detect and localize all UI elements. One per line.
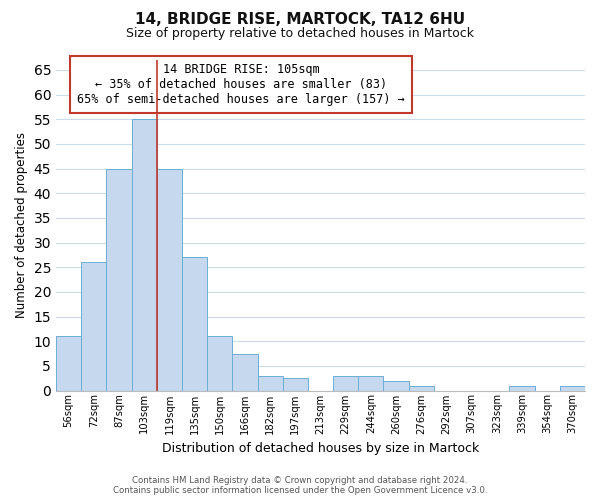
Text: 14, BRIDGE RISE, MARTOCK, TA12 6HU: 14, BRIDGE RISE, MARTOCK, TA12 6HU <box>135 12 465 28</box>
Bar <box>157 168 182 390</box>
Bar <box>81 262 106 390</box>
Bar <box>409 386 434 390</box>
Bar <box>106 168 131 390</box>
Bar <box>232 354 257 391</box>
Bar <box>383 380 409 390</box>
X-axis label: Distribution of detached houses by size in Martock: Distribution of detached houses by size … <box>162 442 479 455</box>
Y-axis label: Number of detached properties: Number of detached properties <box>15 132 28 318</box>
Text: Size of property relative to detached houses in Martock: Size of property relative to detached ho… <box>126 28 474 40</box>
Bar <box>207 336 232 390</box>
Bar <box>182 258 207 390</box>
Bar <box>131 119 157 390</box>
Bar <box>56 336 81 390</box>
Text: 14 BRIDGE RISE: 105sqm
← 35% of detached houses are smaller (83)
65% of semi-det: 14 BRIDGE RISE: 105sqm ← 35% of detached… <box>77 64 405 106</box>
Text: Contains HM Land Registry data © Crown copyright and database right 2024.
Contai: Contains HM Land Registry data © Crown c… <box>113 476 487 495</box>
Bar <box>509 386 535 390</box>
Bar <box>333 376 358 390</box>
Bar <box>560 386 585 390</box>
Bar <box>358 376 383 390</box>
Bar <box>283 378 308 390</box>
Bar <box>257 376 283 390</box>
